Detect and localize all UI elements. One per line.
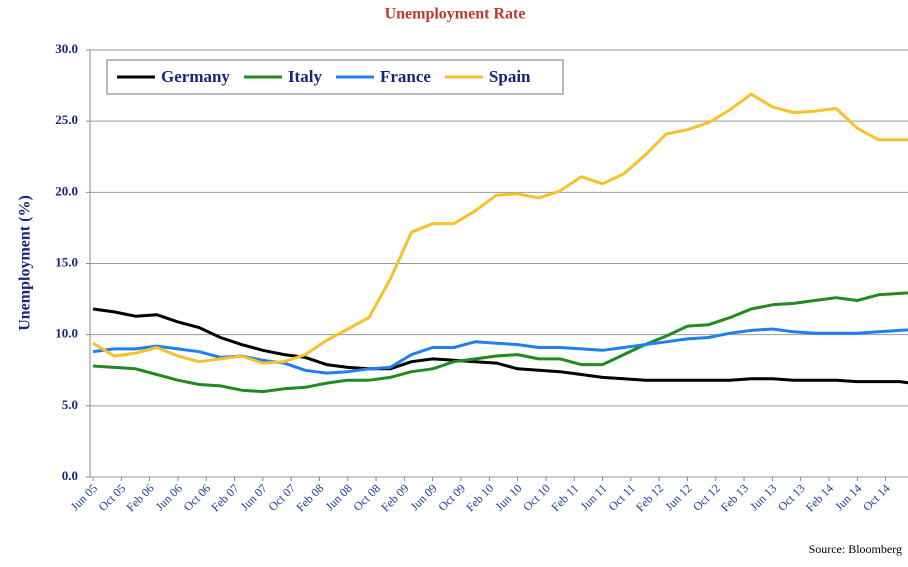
x-tick-label: Feb 11: [548, 481, 581, 514]
x-tick-label: Feb 14: [803, 481, 836, 514]
legend-box: [106, 59, 564, 95]
y-tick-label: 20.0: [55, 183, 78, 198]
x-tick-label: Jun 14: [832, 481, 864, 513]
x-tick-label: Jun 13: [747, 481, 779, 513]
series-line: [92, 92, 908, 365]
x-tick-label: Feb 13: [718, 481, 751, 514]
x-tick-label: Oct 09: [435, 481, 468, 514]
y-tick-label: 5.0: [62, 397, 78, 412]
x-tick-label: Oct 06: [181, 481, 214, 514]
x-tick-label: Jun 07: [238, 481, 270, 513]
x-tick-label: Jun 08: [323, 481, 355, 513]
x-tick-label: Oct 14: [860, 481, 893, 514]
x-tick-label: Oct 11: [605, 481, 637, 513]
y-axis-title: Unemployment (%): [17, 195, 34, 331]
y-tick-label: 30.0: [55, 41, 78, 56]
x-tick-label: Oct 08: [350, 481, 383, 514]
x-tick-label: Jun 09: [407, 481, 439, 513]
x-tick-label: Oct 13: [775, 481, 808, 514]
y-tick-label: 0.0: [62, 468, 78, 483]
x-tick-label: Oct 05: [96, 481, 129, 514]
x-tick-label: Oct 12: [690, 481, 723, 514]
x-tick-label: Oct 10: [520, 481, 553, 514]
x-tick-label: Oct 07: [265, 481, 298, 514]
x-tick-label: Feb 09: [378, 481, 411, 514]
x-tick-label: Feb 06: [123, 481, 156, 514]
x-tick-label: Feb 08: [293, 481, 326, 514]
x-tick-label: Jun 12: [662, 481, 694, 513]
series-line: [92, 307, 908, 385]
legend-label: Germany: [161, 67, 230, 86]
legend-label: Spain: [489, 67, 531, 86]
y-tick-label: 15.0: [55, 254, 78, 269]
x-tick-label: Feb 10: [463, 481, 496, 514]
x-tick-label: Feb 07: [208, 481, 241, 514]
x-tick-label: Jun 11: [578, 481, 610, 513]
y-tick-label: 25.0: [55, 112, 78, 127]
legend-label: France: [380, 67, 431, 86]
series-line: [92, 291, 908, 394]
x-tick-label: Jun 06: [153, 481, 185, 513]
x-tick-label: Jun 05: [68, 481, 100, 513]
x-tick-label: Feb 12: [633, 481, 666, 514]
source: Source: Bloomberg: [809, 542, 902, 556]
chart-title: Unemployment Rate: [385, 6, 526, 23]
legend-label: Italy: [288, 67, 323, 86]
x-tick-label: Jun 10: [492, 481, 524, 513]
y-tick-label: 10.0: [55, 326, 78, 341]
